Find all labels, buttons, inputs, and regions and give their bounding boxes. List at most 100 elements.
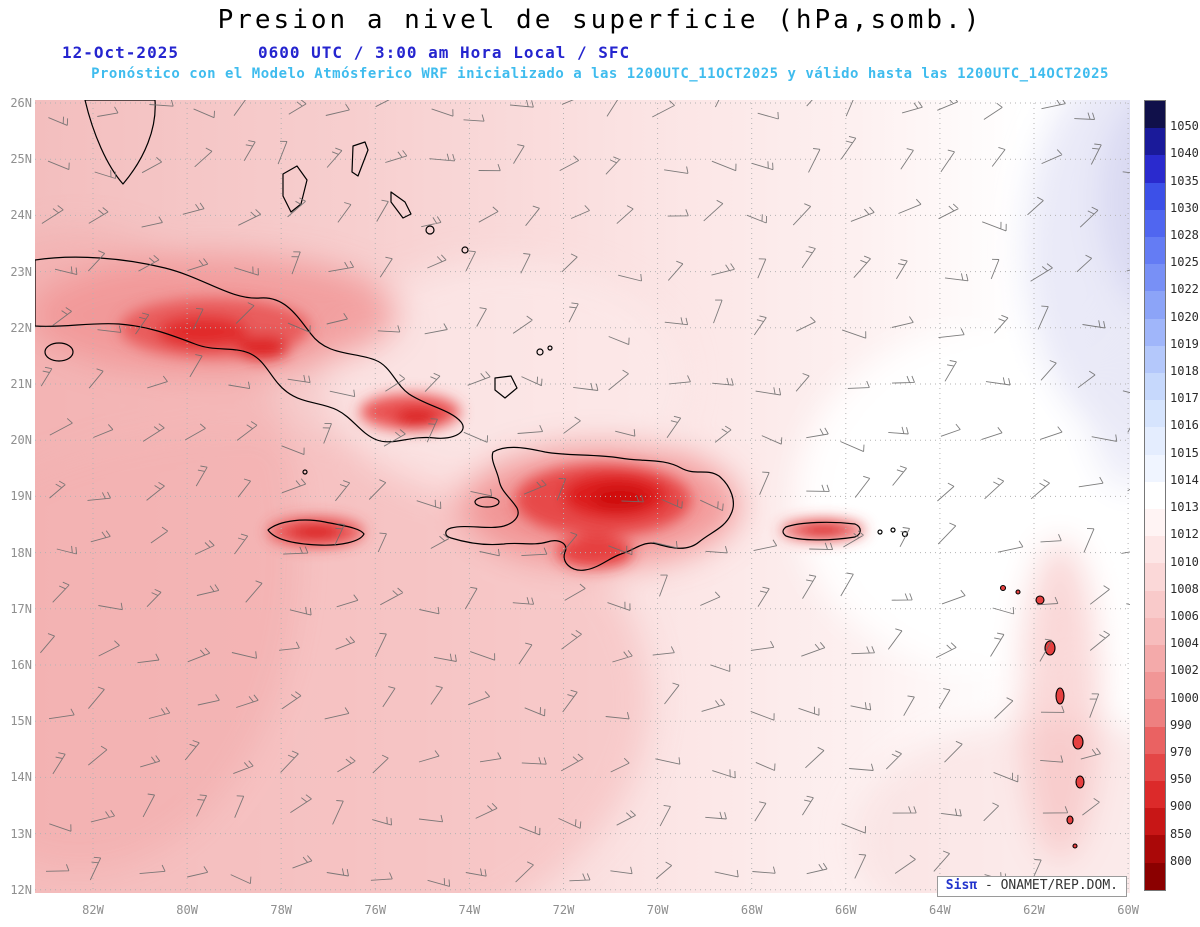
colorbar-label: 1010 xyxy=(1170,554,1199,569)
lat-label: 18N xyxy=(10,545,32,560)
colorbar-label: 1028 xyxy=(1170,228,1199,243)
lat-label: 20N xyxy=(10,433,32,448)
colorbar-label: 1040 xyxy=(1170,146,1199,161)
page-title: Presion a nivel de superficie (hPa,somb.… xyxy=(217,5,983,35)
colorbar-cell xyxy=(1145,128,1165,156)
colorbar-label: 1017 xyxy=(1170,391,1199,406)
stvincent-islet xyxy=(1066,815,1074,825)
colorbar-cell xyxy=(1145,427,1165,455)
lon-label: 76W xyxy=(364,903,387,917)
gonave-coast xyxy=(474,496,500,508)
dominica-islet xyxy=(1055,687,1065,705)
pressure-map-canvas xyxy=(35,100,1130,893)
colorbar-label: 1012 xyxy=(1170,527,1199,542)
colorbar-cell xyxy=(1145,781,1165,809)
virgin-islands-coast-1 xyxy=(877,529,883,535)
date-time-line: 12-Oct-2025 0600 UTC / 3:00 am Hora Loca… xyxy=(0,43,1200,63)
colorbar-cell xyxy=(1145,536,1165,564)
lon-label: 78W xyxy=(270,903,293,917)
eleuthera-coast xyxy=(351,141,369,177)
credit-box: Sisπ - ONAMET/REP.DOM. xyxy=(936,876,1127,897)
lon-label: 72W xyxy=(552,903,575,917)
lon-label: 64W xyxy=(929,903,951,917)
hispaniola-coast xyxy=(445,446,734,571)
isla-juventud-coast xyxy=(44,342,74,362)
stlucia-islet xyxy=(1075,775,1085,789)
anguilla-islet xyxy=(999,584,1007,592)
colorbar-label: 1000 xyxy=(1170,690,1199,705)
lat-label: 13N xyxy=(10,826,32,841)
pressure-shading-halos xyxy=(35,100,1130,893)
colorbar-cell xyxy=(1145,400,1165,428)
colorbar-cell xyxy=(1145,509,1165,537)
colorbar-label: 1006 xyxy=(1170,608,1199,623)
colorbar-cell xyxy=(1145,345,1165,374)
martinique-islet xyxy=(1072,734,1084,750)
colorbar-label: 1002 xyxy=(1170,663,1199,678)
lat-label: 24N xyxy=(10,208,32,223)
colorbar-cell xyxy=(1145,481,1165,510)
model-run-subtitle: Pronóstico con el Modelo Atmósferico WRF… xyxy=(91,66,1109,82)
pressure-colorbar xyxy=(1144,100,1166,891)
credit-brand: Sisπ xyxy=(945,878,978,893)
colorbar-cell xyxy=(1145,645,1165,673)
lat-label: 12N xyxy=(10,882,32,897)
colorbar-cell xyxy=(1145,454,1165,482)
colorbar-label: 1030 xyxy=(1170,200,1199,215)
colorbar-label: 850 xyxy=(1170,826,1192,841)
colorbar-cell xyxy=(1145,291,1165,319)
forecast-date: 12-Oct-2025 xyxy=(62,43,179,62)
lon-label: 66W xyxy=(834,903,857,917)
florida-coast xyxy=(84,100,156,185)
colorbar-label: 800 xyxy=(1170,853,1192,868)
colorbar-cell xyxy=(1145,753,1165,782)
colorbar-cell xyxy=(1145,563,1165,591)
colorbar-label: 1019 xyxy=(1170,336,1199,351)
lat-label: 14N xyxy=(10,770,32,785)
lat-label: 15N xyxy=(10,714,32,729)
colorbar-cell xyxy=(1145,672,1165,700)
forecast-time: 0600 UTC / 3:00 am Hora Local / SFC xyxy=(258,43,631,62)
lat-label: 22N xyxy=(10,320,32,335)
colorbar-cell xyxy=(1145,862,1165,890)
lat-label: 25N xyxy=(10,152,32,167)
colorbar-cell xyxy=(1145,726,1165,754)
lon-label: 62W xyxy=(1023,903,1045,917)
colorbar-label: 1016 xyxy=(1170,418,1199,433)
colorbar-label: 1020 xyxy=(1170,309,1199,324)
lon-label: 74W xyxy=(458,903,481,917)
lat-label: 26N xyxy=(10,96,32,110)
colorbar-label: 950 xyxy=(1170,772,1192,787)
cayman-coast xyxy=(302,469,308,475)
antigua-islet xyxy=(1035,595,1045,605)
mayaguana-coast xyxy=(461,246,469,254)
colorbar-cell xyxy=(1145,237,1165,265)
colorbar-label: 1013 xyxy=(1170,500,1199,515)
caicos-coast xyxy=(547,345,553,351)
colorbar-label: 990 xyxy=(1170,717,1192,732)
great-inagua-coast xyxy=(494,375,518,399)
credit-text: - ONAMET/REP.DOM. xyxy=(984,878,1118,893)
colorbar-label: 900 xyxy=(1170,799,1192,814)
colorbar-cell xyxy=(1145,699,1165,727)
colorbar-label: 1014 xyxy=(1170,472,1199,487)
colorbar-label: 1022 xyxy=(1170,282,1199,297)
colorbar-cell xyxy=(1145,373,1165,401)
colorbar-label: 1008 xyxy=(1170,581,1199,596)
colorbar-label: 1035 xyxy=(1170,173,1199,188)
stkitts-islet xyxy=(1015,589,1021,595)
cuba-coast xyxy=(35,256,464,443)
colorbar-cell xyxy=(1145,808,1165,836)
lat-label: 17N xyxy=(10,601,32,616)
colorbar-cell xyxy=(1145,155,1165,183)
colorbar-label: 970 xyxy=(1170,744,1192,759)
colorbar-label: 1050 xyxy=(1170,119,1199,134)
wind-barbs xyxy=(40,100,1130,888)
lon-label: 68W xyxy=(740,903,763,917)
colorbar-label: 1015 xyxy=(1170,445,1199,460)
lat-label: 16N xyxy=(10,658,32,672)
lat-label: 21N xyxy=(10,377,32,391)
lon-label: 60W xyxy=(1117,903,1139,917)
puerto-rico-coast xyxy=(782,521,861,541)
